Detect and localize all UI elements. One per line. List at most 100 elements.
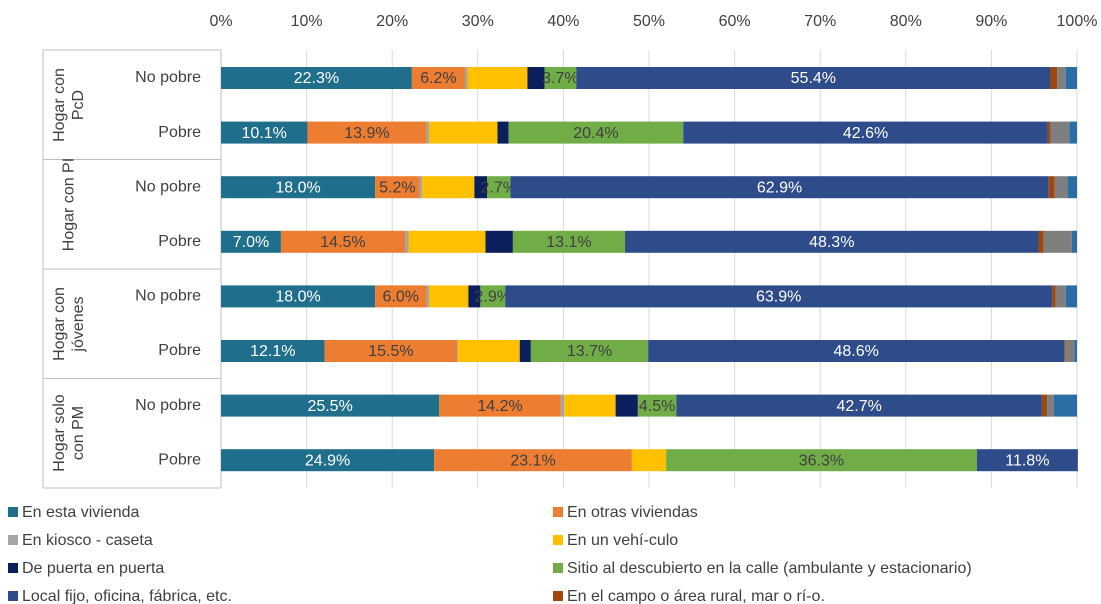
- bar-segment: [560, 394, 565, 417]
- x-tick-label: 0%: [209, 13, 232, 30]
- data-label: 62.9%: [757, 179, 802, 196]
- bar-segment: [411, 67, 465, 89]
- x-tick-label: 20%: [376, 13, 408, 30]
- bar-segment: [1057, 67, 1066, 89]
- data-label: 23.1%: [510, 452, 555, 469]
- bar-segment: [426, 121, 430, 144]
- data-label: 3.7%: [542, 70, 578, 87]
- data-label: 18.0%: [275, 289, 320, 306]
- legend-label: En el campo o área rural, mar o rí-o.: [567, 588, 825, 604]
- bar-segment: [474, 176, 488, 199]
- bar-segment: [505, 285, 1053, 308]
- y-tick-label: Pobre: [158, 233, 201, 250]
- legend-label: De puerta en puerta: [22, 560, 164, 577]
- bar-segment: [666, 449, 977, 472]
- bar-segment: [375, 285, 427, 308]
- bar-segment: [480, 285, 506, 308]
- group-label: Hogar con PI: [60, 158, 78, 252]
- bar-segment: [487, 176, 511, 199]
- bar-segment: [527, 67, 545, 89]
- data-label: 13.1%: [546, 234, 591, 251]
- bar-segment: [1065, 285, 1077, 308]
- bar-segment: [1074, 340, 1077, 362]
- x-tick-label: 50%: [633, 13, 665, 30]
- data-label: 25.5%: [307, 398, 352, 415]
- data-label: 48.3%: [809, 234, 854, 251]
- legend-swatch: [553, 563, 563, 573]
- x-tick-label: 10%: [291, 13, 323, 30]
- bar-segment: [625, 230, 1039, 253]
- y-tick-label: Pobre: [158, 342, 201, 359]
- data-label: 6.2%: [420, 70, 456, 87]
- bar-segment: [467, 67, 528, 89]
- legend-label: En kiosco - caseta: [22, 532, 153, 549]
- data-label: 7.0%: [233, 234, 269, 251]
- bar-segment: [221, 176, 376, 199]
- bar-segment: [458, 340, 520, 362]
- data-label: 36.3%: [799, 452, 844, 469]
- data-label: 24.9%: [305, 452, 350, 469]
- bar-segment: [1038, 230, 1044, 253]
- bar-segment: [1053, 394, 1077, 417]
- bar-segment: [1047, 394, 1054, 417]
- bar-segment: [564, 394, 616, 417]
- x-tick-label: 80%: [890, 13, 922, 30]
- x-tick-label: 60%: [719, 13, 751, 30]
- bar-segment: [422, 176, 475, 199]
- x-tick-label: 70%: [804, 13, 836, 30]
- bar-segment: [221, 67, 412, 89]
- bar-segment: [512, 230, 626, 253]
- bar-segment: [976, 449, 1078, 472]
- x-tick-label: 90%: [975, 13, 1007, 30]
- bar-segment: [519, 340, 531, 362]
- data-label: 4.5%: [639, 398, 675, 415]
- bar-segment: [1067, 176, 1077, 199]
- bar-segment: [544, 67, 577, 89]
- legend-label: En un vehí-culo: [567, 532, 678, 549]
- bar-segment: [457, 340, 459, 362]
- data-label: 11.8%: [1005, 452, 1049, 469]
- data-label: 5.2%: [379, 179, 415, 196]
- legend-swatch: [553, 591, 563, 601]
- legend-swatch: [553, 535, 563, 545]
- legend-swatch: [8, 591, 18, 601]
- legend-label: En otras viviendas: [567, 504, 698, 521]
- bar-segment: [429, 121, 498, 144]
- data-label: 18.0%: [275, 179, 320, 196]
- bar-segment: [221, 285, 376, 308]
- bar-segment: [1071, 230, 1077, 253]
- bar-segment: [683, 121, 1048, 144]
- bar-segment: [1064, 340, 1066, 362]
- data-label: 48.6%: [833, 343, 878, 360]
- bar-segment: [530, 340, 649, 362]
- bar-segment: [1055, 285, 1066, 308]
- bar-segment: [1047, 121, 1051, 144]
- bar-segment: [439, 394, 561, 417]
- bar-segment: [1043, 230, 1072, 253]
- bar-segment: [1041, 394, 1048, 417]
- legend-swatch: [8, 563, 18, 573]
- y-tick-label: Pobre: [158, 124, 201, 141]
- bar-segment: [468, 285, 481, 308]
- y-tick-label: No pobre: [135, 69, 201, 86]
- bar-segment: [221, 340, 325, 362]
- bar-segment: [637, 394, 677, 417]
- bar-segment: [307, 121, 427, 144]
- data-label: 20.4%: [573, 125, 618, 142]
- data-label: 2.7%: [481, 179, 517, 196]
- data-label: 12.1%: [250, 343, 295, 360]
- bar-segment: [485, 230, 513, 253]
- bar-segment: [426, 285, 430, 308]
- data-label: 13.9%: [344, 125, 389, 142]
- x-tick-label: 40%: [547, 13, 579, 30]
- bar-segment: [508, 121, 684, 144]
- bar-segment: [419, 176, 423, 199]
- legend-swatch: [8, 507, 18, 517]
- data-label: 10.1%: [242, 125, 287, 142]
- bar-segment: [576, 67, 1051, 89]
- legend-label: En esta vivienda: [22, 504, 140, 521]
- bar-segment: [429, 285, 469, 308]
- legend-label: Sitio al descubierto en la calle (ambula…: [567, 560, 972, 577]
